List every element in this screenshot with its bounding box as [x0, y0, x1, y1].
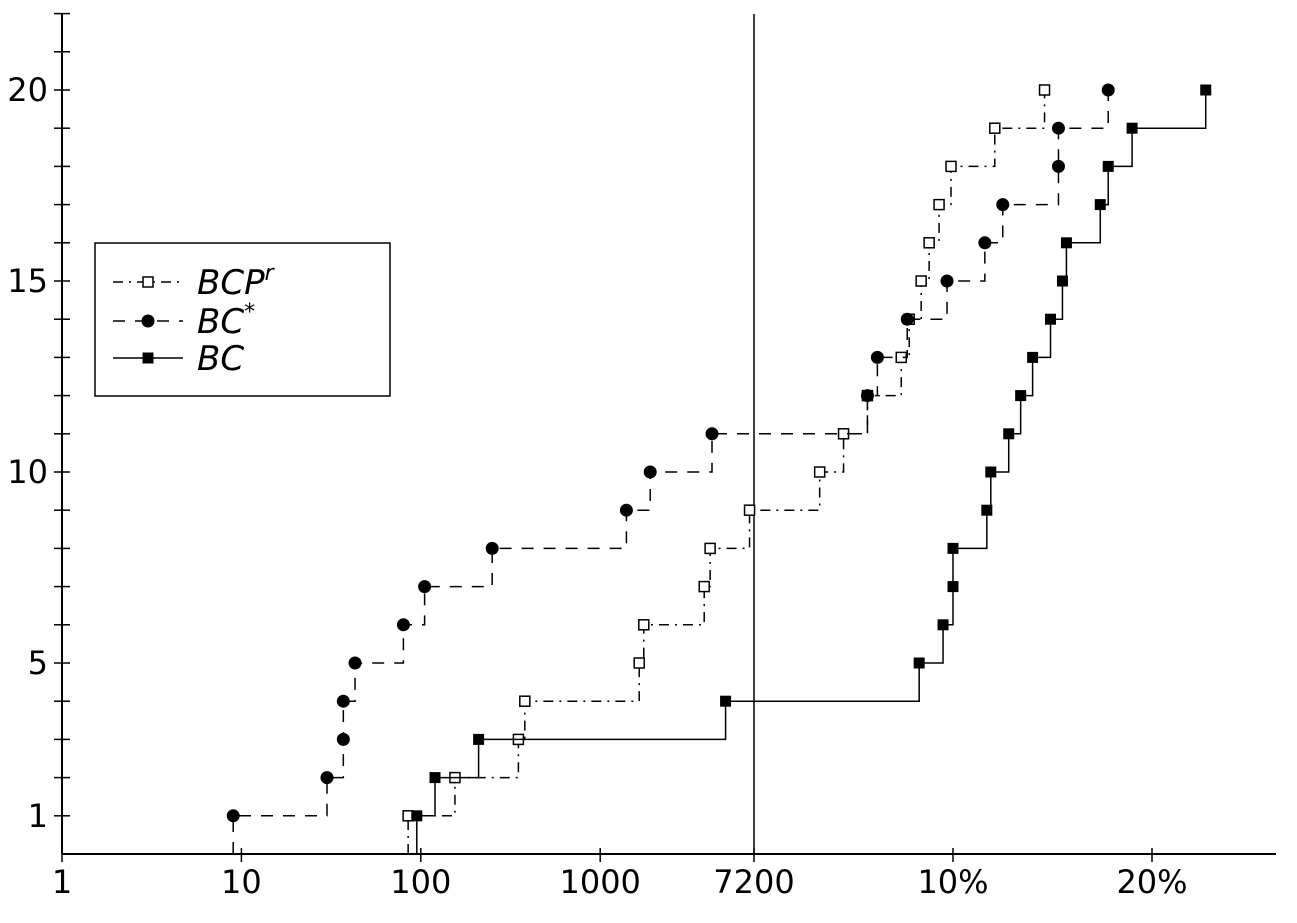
- data-point: [813, 466, 826, 478]
- plot-area: [226, 83, 1212, 854]
- data-point: [1027, 351, 1039, 363]
- y-tick-label: 15: [7, 262, 48, 300]
- data-point: [1038, 84, 1051, 96]
- data-point: [915, 275, 927, 287]
- x-tick-label: 100: [390, 863, 451, 901]
- y-tick-label: 10: [7, 453, 48, 491]
- data-point: [704, 542, 716, 555]
- data-point: [981, 504, 993, 516]
- x-tick-label: 10: [221, 863, 262, 901]
- data-point: [1051, 121, 1065, 135]
- data-point: [633, 657, 645, 669]
- data-point: [933, 198, 945, 211]
- data-point: [320, 771, 334, 785]
- data-point: [860, 389, 874, 403]
- legend-marker: [142, 352, 154, 364]
- y-tick-label: 5: [28, 644, 48, 682]
- series-2: [411, 84, 1212, 854]
- data-point: [485, 541, 499, 555]
- data-point: [940, 274, 954, 288]
- legend-marker: [142, 276, 154, 288]
- data-point: [698, 580, 710, 593]
- series-0: [402, 84, 1051, 854]
- x-tick-label: 10%: [917, 863, 988, 901]
- data-point: [705, 427, 719, 441]
- data-point: [913, 657, 925, 669]
- data-point: [429, 772, 441, 784]
- data-point: [947, 542, 959, 554]
- x-tick-label: 1000: [559, 863, 640, 901]
- data-point: [945, 160, 957, 173]
- data-point: [418, 580, 432, 594]
- data-point: [1015, 390, 1027, 402]
- data-point: [743, 504, 756, 516]
- data-point: [643, 465, 657, 479]
- data-point: [937, 619, 949, 631]
- data-point: [1045, 313, 1057, 325]
- data-point: [396, 618, 410, 632]
- data-point: [336, 732, 350, 746]
- data-point: [348, 656, 362, 670]
- data-point: [985, 466, 997, 478]
- data-point: [1056, 275, 1068, 287]
- x-tick-label: 1: [52, 863, 72, 901]
- data-point: [1060, 237, 1072, 249]
- data-point: [947, 581, 959, 593]
- x-tick-label: 20%: [1116, 863, 1187, 901]
- data-point: [1102, 160, 1114, 172]
- data-point: [923, 237, 935, 249]
- x-tick-label: 7200: [713, 863, 794, 901]
- data-point: [336, 694, 350, 708]
- legend-label: BC: [197, 339, 244, 379]
- data-point: [1101, 83, 1115, 97]
- data-point: [619, 503, 633, 517]
- y-tick-label: 20: [7, 71, 48, 109]
- y-tick-label: 1: [28, 797, 48, 835]
- data-point: [473, 733, 485, 745]
- series-1: [226, 83, 1115, 854]
- data-point: [1126, 122, 1138, 134]
- data-point: [978, 236, 992, 250]
- data-point: [989, 122, 1001, 134]
- legend-marker: [141, 314, 155, 328]
- data-point: [1200, 84, 1212, 96]
- data-point: [226, 809, 240, 823]
- data-point: [1051, 159, 1065, 173]
- data-point: [519, 695, 531, 707]
- legend-label: BC*: [197, 300, 255, 342]
- series-line: [416, 90, 1207, 854]
- data-point: [411, 810, 423, 822]
- data-point: [1094, 199, 1106, 211]
- data-point: [900, 312, 914, 326]
- data-point: [720, 695, 732, 707]
- series-line: [407, 90, 1046, 854]
- legend-label: BCPr: [197, 261, 276, 303]
- data-point: [638, 619, 650, 631]
- data-point: [996, 198, 1010, 212]
- data-point: [870, 350, 884, 364]
- data-point: [1003, 428, 1015, 440]
